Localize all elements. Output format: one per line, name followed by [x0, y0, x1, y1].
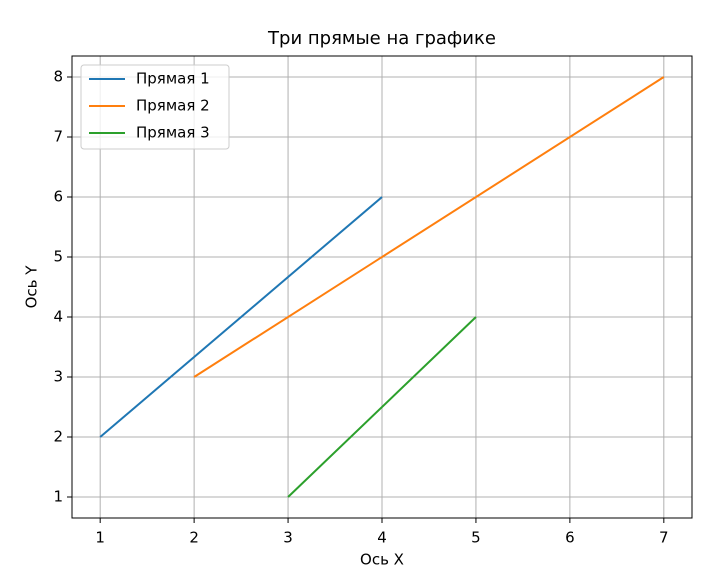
x-tick-label: 7	[659, 529, 669, 547]
y-tick-label: 1	[53, 488, 63, 506]
x-tick-label: 4	[377, 529, 387, 547]
data-line	[99, 196, 383, 438]
y-tick-label: 2	[53, 428, 63, 446]
x-axis-label: Ось X	[360, 551, 404, 566]
chart-title: Три прямые на графике	[267, 28, 496, 49]
legend-label: Прямая 3	[136, 124, 210, 142]
legend-label: Прямая 1	[136, 70, 210, 88]
legend-box	[80, 64, 230, 150]
x-tick-label: 2	[189, 529, 199, 547]
y-tick-label: 5	[53, 248, 63, 266]
x-tick-label: 1	[95, 529, 105, 547]
plot-frame	[71, 55, 693, 519]
data-line	[193, 76, 665, 378]
y-axis-label: Ось Y	[23, 265, 41, 309]
y-tick-label: 6	[53, 188, 63, 206]
x-tick-label: 3	[283, 529, 293, 547]
y-tick-label: 7	[53, 128, 63, 146]
y-tick-label: 4	[53, 308, 63, 326]
x-tick-label: 5	[471, 529, 481, 547]
legend-label: Прямая 2	[136, 97, 210, 115]
y-tick-label: 3	[53, 368, 63, 386]
x-tick-label: 6	[565, 529, 575, 547]
y-tick-label: 8	[53, 68, 63, 86]
data-line	[287, 316, 477, 498]
